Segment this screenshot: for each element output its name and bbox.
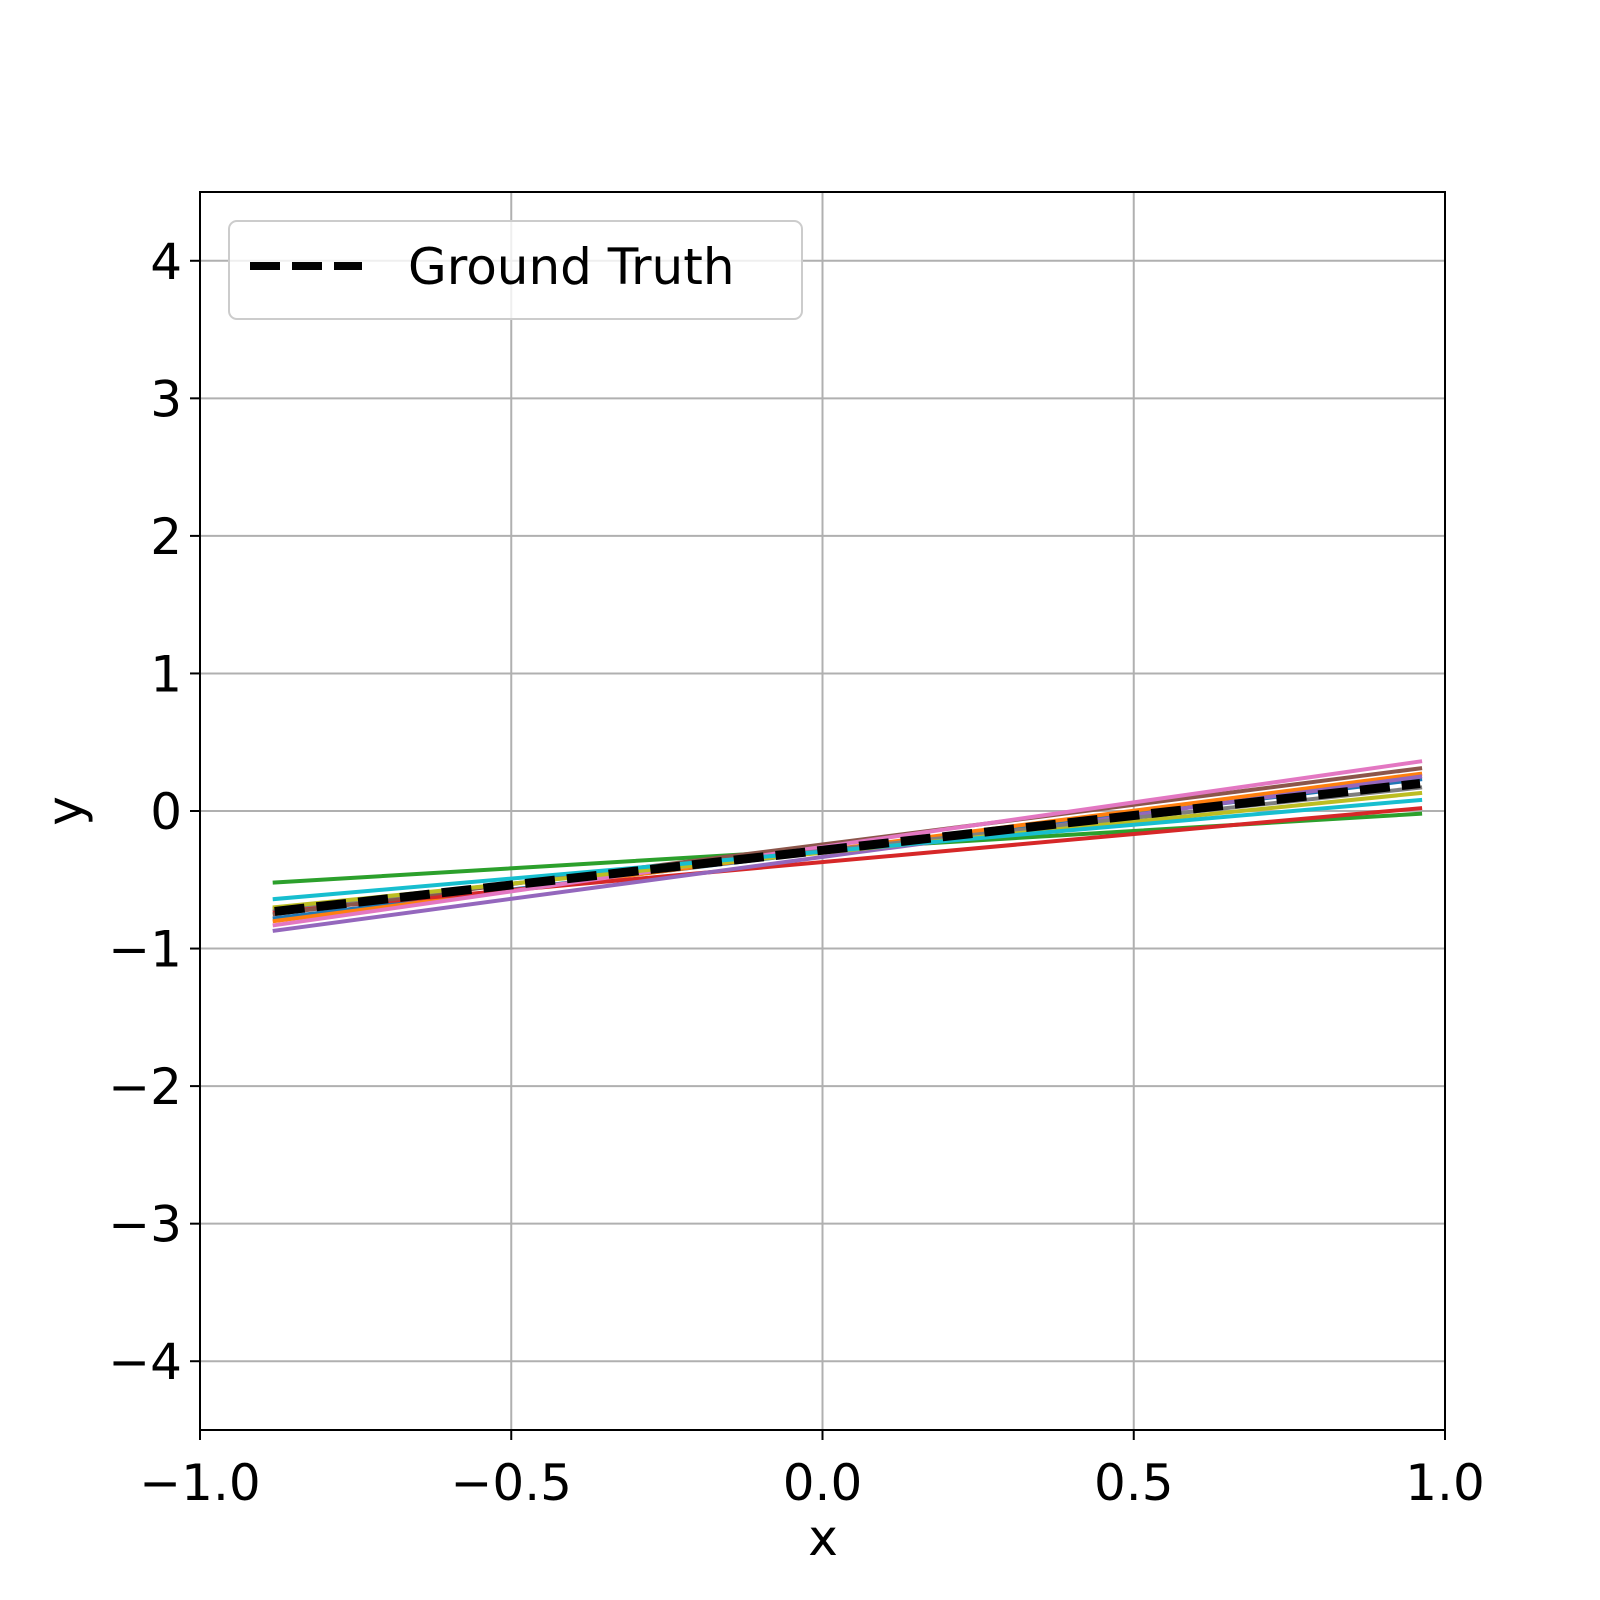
y-tick-label: 0 [150,783,182,841]
series-line [272,797,1423,902]
ground-truth-polyline [274,779,1421,916]
series-line [272,774,1423,933]
y-tick-label: 2 [150,508,182,566]
y-tick-label: −2 [108,1058,182,1116]
ground-truth-line [274,779,1421,916]
tick-labels: −1.0 −0.5 0.0 0.5 1.0 4 3 2 1 0 −1 −2 −3 −4 [108,233,1484,1512]
legend-box [228,220,803,320]
x-tick-label: −0.5 [451,1454,572,1512]
y-tick-label: 3 [150,370,182,428]
y-axis-label: y [36,796,94,826]
ticks [190,259,1446,1440]
x-tick-label: −1.0 [139,1454,260,1512]
y-tick-label: −3 [108,1196,182,1254]
y-tick-label: −1 [108,921,182,979]
x-tick-label: 0.5 [1094,1454,1174,1512]
y-tick-label: 4 [150,233,182,291]
x-tick-label: 0.0 [783,1454,863,1512]
series-line [272,759,1423,928]
x-axis-label: x [808,1509,838,1567]
y-tick-label: 1 [150,645,182,703]
x-tick-label: 1.0 [1405,1454,1485,1512]
y-tick-label: −4 [108,1333,182,1391]
legend-ground-truth-label: Ground Truth [408,238,735,296]
legend: Ground Truth [228,220,803,320]
